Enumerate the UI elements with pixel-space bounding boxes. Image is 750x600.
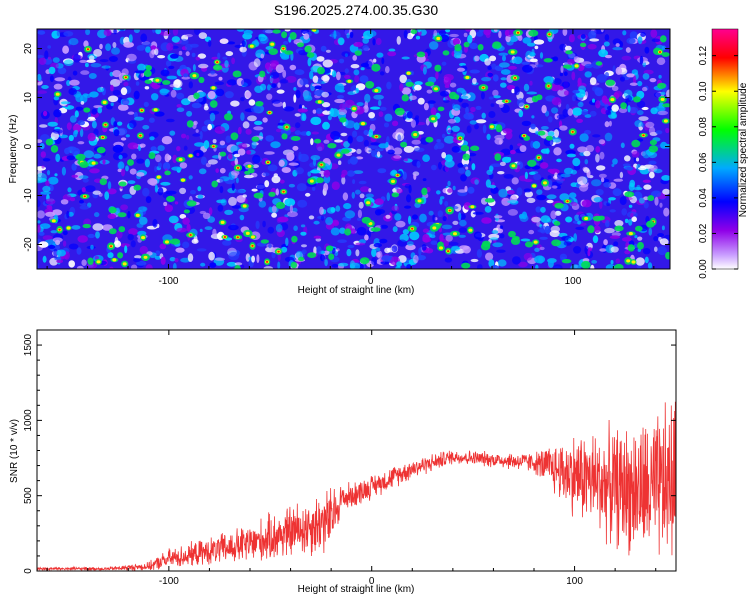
colorbar-tick-label: 0.04 [698,188,709,208]
snr-xlabel: Height of straight line (km) [298,584,415,595]
heatmap-ytick-label: 20 [23,43,34,55]
heatmap-xlabel: Height of straight line (km) [298,285,415,296]
colorbar-tick-label: 0.08 [698,117,709,137]
snr-ytick-label: 1000 [23,409,34,432]
colorbar-tick-label: 0.02 [698,223,709,243]
snr-xtick-label: -100 [159,576,179,587]
colorbar-label: Normalized spectral amplitude [738,82,749,217]
colorbar: 0.00 0.02 0.04 0.06 0.08 0.10 0.12 Normalized … [698,28,749,279]
colorbar-tick-label: 0.12 [698,45,709,65]
colorbar-ticks: 0.00 0.02 0.04 0.06 0.08 0.10 0.12 [698,45,738,279]
heatmap-xtick-label: -100 [158,276,178,287]
snr-ytick-label: 1500 [23,334,34,357]
heatmap-xtick-label: 0 [368,276,374,287]
snr-ylabel: SNR (10 * v/v) [9,419,20,483]
heatmap-xtick-label: 100 [565,276,582,287]
heatmap-ytick-label: 0 [23,143,34,149]
heatmap-ytick-label: -20 [23,237,34,252]
heatmap-frame [36,28,671,270]
snr-xtick-label: 0 [369,576,375,587]
heatmap-ytick-label: -10 [23,188,34,203]
figure-title: S196.2025.274.00.35.G30 [274,2,438,18]
snr-ytick-label: 500 [23,487,34,504]
heatmap-image [37,29,670,269]
colorbar-tick-label: 0.06 [698,152,709,172]
snr-xtick-label: 100 [566,576,583,587]
colorbar-tick-label: 0.10 [698,81,709,101]
colorbar-tick-label: 0.00 [698,259,709,279]
colorbar-gradient [711,28,739,270]
heatmap-ytick-label: 10 [23,92,34,104]
heatmap-ylabel: Frequency (Hz) [8,115,19,184]
snr-ytick-label: 0 [23,568,34,574]
snr-series-line [37,401,676,571]
